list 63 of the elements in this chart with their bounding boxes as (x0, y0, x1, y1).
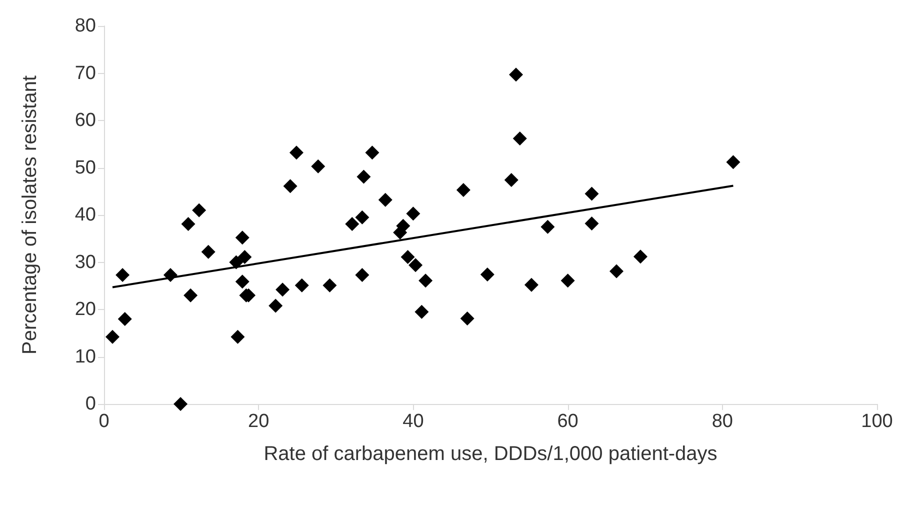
point (294, 278, 309, 292)
point (400, 250, 415, 264)
x-axis-title: Rate of carbapenem use, DDDs/1,000 patient-days (264, 443, 718, 465)
point (512, 131, 527, 146)
point (289, 146, 304, 160)
point (418, 274, 433, 288)
point (406, 206, 420, 221)
x-tick-label: 80 (712, 411, 733, 432)
x-tick-label: 20 (248, 411, 270, 432)
y-tick-label: 40 (74, 204, 96, 226)
y-tick-label: 20 (74, 299, 96, 320)
point (524, 278, 538, 292)
y-tick-label: 50 (74, 157, 96, 178)
point (560, 274, 575, 288)
point (540, 220, 555, 234)
point (480, 268, 494, 282)
point (584, 216, 599, 231)
y-tick-label: 0 (85, 394, 96, 414)
point (356, 170, 371, 184)
point (355, 210, 370, 224)
point (322, 278, 337, 292)
point (456, 182, 470, 197)
point (610, 264, 624, 278)
point (116, 268, 130, 282)
point (633, 250, 648, 264)
y-tick-label: 10 (74, 346, 96, 368)
point (184, 288, 198, 302)
point (345, 216, 360, 231)
y-tick-label: 60 (74, 110, 96, 131)
point (238, 250, 252, 264)
point (378, 192, 392, 207)
point (584, 186, 599, 201)
y-tick-label: 30 (74, 252, 96, 273)
point (174, 397, 188, 411)
point (311, 159, 326, 174)
x-tick-label: 60 (557, 411, 578, 432)
x-tick-label: 100 (861, 411, 893, 432)
point (106, 330, 120, 344)
point (235, 274, 250, 289)
point (460, 311, 474, 326)
point (283, 179, 298, 194)
point (396, 218, 410, 233)
point (181, 216, 196, 231)
point (504, 173, 518, 188)
point (192, 203, 206, 218)
x-tick-label: 40 (402, 411, 424, 432)
x-tick-label: 0 (98, 411, 110, 432)
y-axis-title: Percentage of isolates resistant (19, 75, 41, 355)
y-tick-label: 70 (74, 62, 96, 84)
point (230, 330, 245, 344)
point (408, 258, 423, 272)
point (365, 146, 380, 160)
y-tick-label: 80 (74, 16, 96, 36)
point (726, 155, 740, 170)
point (355, 268, 370, 282)
point (268, 298, 283, 313)
point (276, 282, 290, 297)
point (509, 68, 524, 82)
point (118, 312, 132, 326)
point (235, 230, 250, 245)
point (229, 255, 244, 270)
point (414, 304, 429, 319)
point (201, 244, 216, 259)
